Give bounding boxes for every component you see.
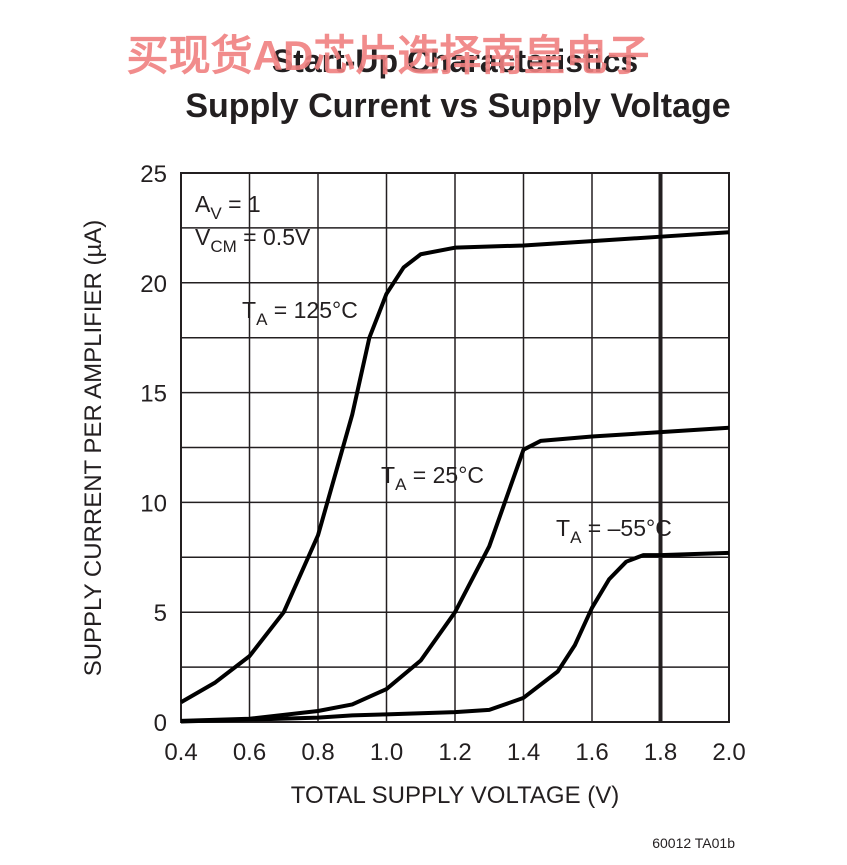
series-line [180,550,730,724]
annotation: AV = 1 [195,191,261,223]
y-tick-label: 0 [154,710,167,737]
x-tick-label: 1.4 [507,739,540,766]
label-rest: = 25°C [406,462,484,488]
label-main: T [242,297,256,323]
chart-title: Start-Up Characteristics [272,43,638,79]
x-tick-label: 0.6 [233,739,266,766]
y-axis-label: SUPPLY CURRENT PER AMPLIFIER (µA) [80,220,107,677]
label-subscript: A [395,475,407,494]
label-rest: = 0.5V [237,224,311,250]
label-rest: = 1 [222,191,261,217]
annotation: VCM = 0.5V [195,224,311,256]
y-tick-label: 20 [140,271,167,298]
plot-frame [180,172,730,723]
label-main: T [381,462,395,488]
label-rest: = 125°C [267,297,357,323]
label-rest: = –55°C [581,515,671,541]
x-tick-label: 1.2 [438,739,471,766]
label-subscript: V [210,204,222,223]
series-label: TA = 25°C [381,462,484,494]
x-tick-label: 1.6 [575,739,608,766]
x-tick-label: 0.4 [164,739,197,766]
x-tick-label: 2.0 [712,739,745,766]
chart-subtitle: Supply Current vs Supply Voltage [185,87,730,125]
y-tick-label: 25 [140,161,167,188]
y-tick-label: 10 [140,490,167,517]
x-tick-label: 1.8 [644,739,677,766]
label-main: A [195,191,211,217]
label-subscript: CM [210,237,236,256]
x-axis-label: TOTAL SUPPLY VOLTAGE (V) [291,782,620,809]
y-tick-label: 5 [154,600,167,627]
watermark: 买现货AD芯片选择南皇电子 [127,32,650,79]
label-subscript: A [570,528,582,547]
series-line [180,230,730,704]
y-tick-label: 15 [140,381,167,408]
x-tick-label: 0.8 [301,739,334,766]
label-main: T [556,515,570,541]
x-tick-label: 1.0 [370,739,403,766]
label-subscript: A [256,310,268,329]
series-label: TA = –55°C [556,515,672,547]
series-label: TA = 125°C [242,297,358,329]
label-main: V [195,224,211,250]
footnote: 60012 TA01b [652,835,735,851]
series-line [180,425,730,723]
